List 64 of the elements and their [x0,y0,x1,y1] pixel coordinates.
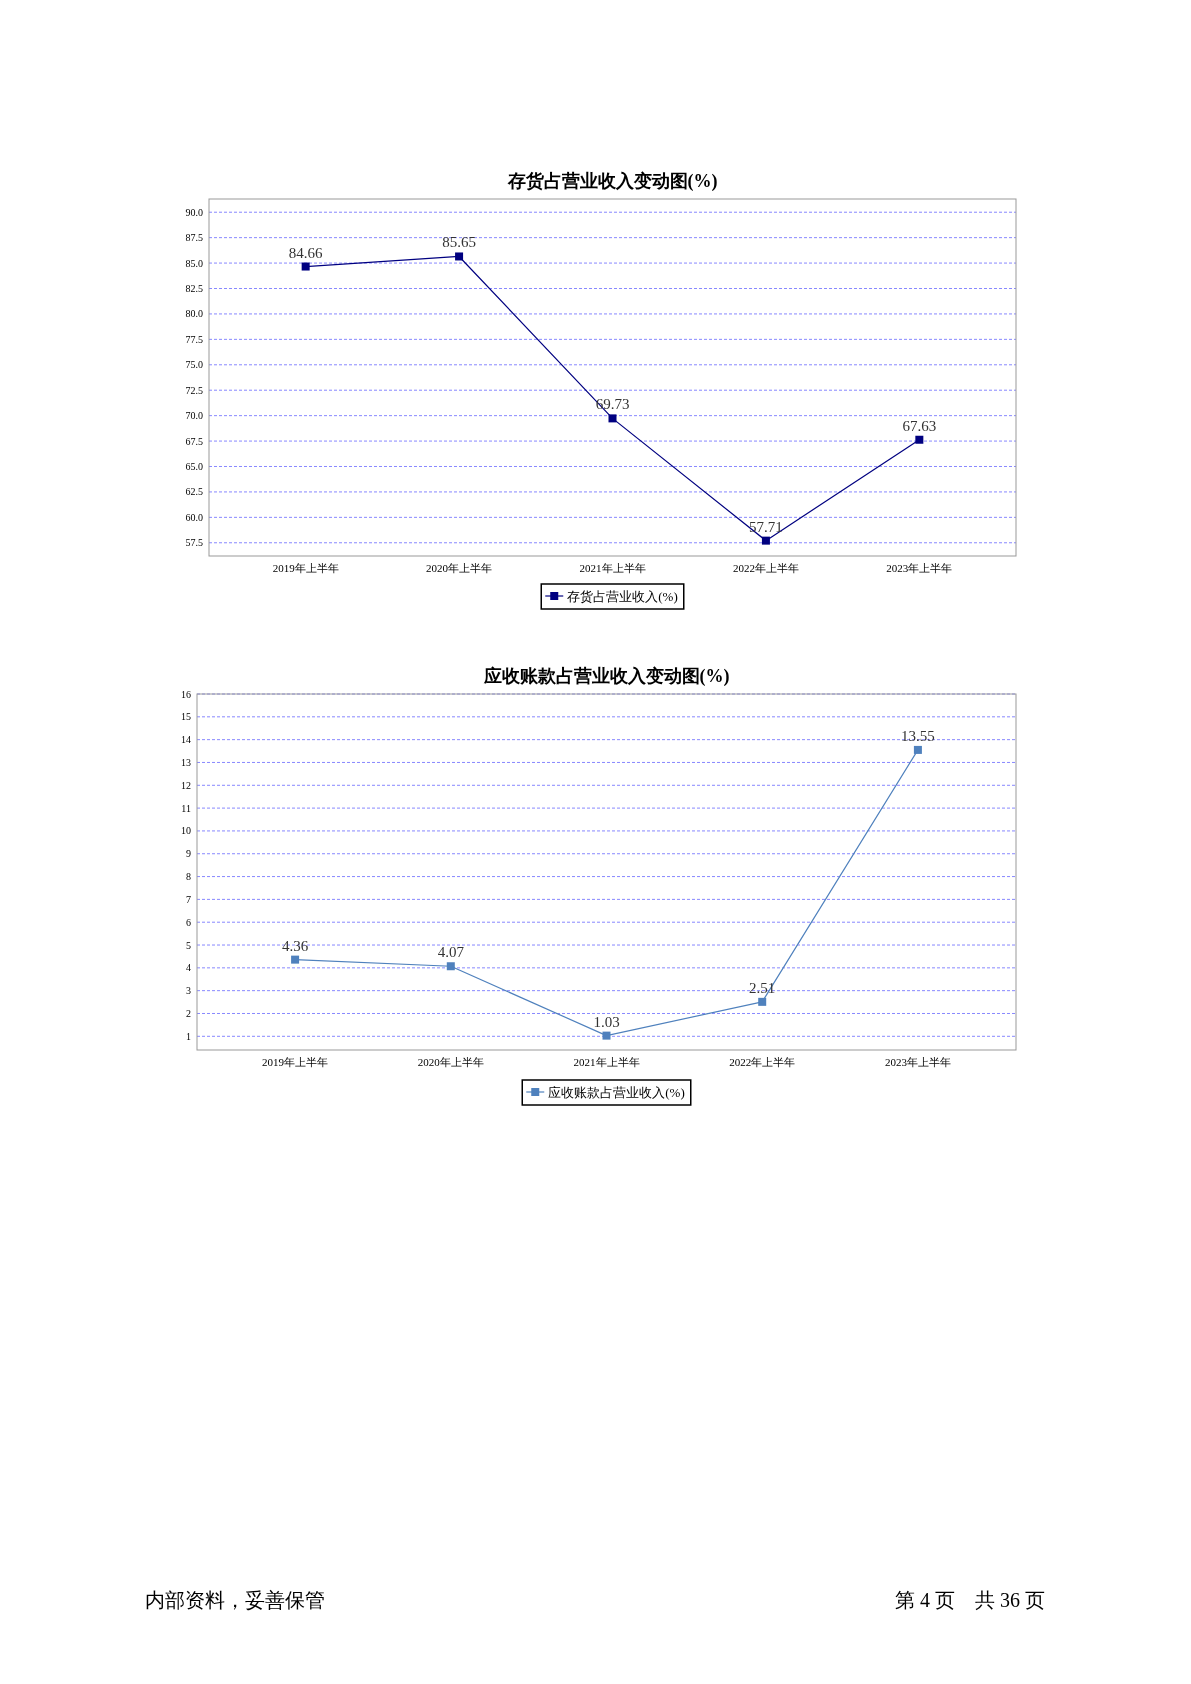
y-tick-label: 75.0 [185,359,203,371]
x-tick-label: 2019年上半年 [262,1056,329,1068]
x-tick-label: 2023年上半年 [886,562,953,574]
y-tick-label: 13 [181,756,191,768]
y-tick-label: 6 [186,916,191,928]
point [915,435,924,444]
y-tick-label: 72.5 [185,384,203,396]
x-tick-label: 2023年上半年 [884,1056,951,1068]
point [758,997,767,1006]
y-tick-label: 9 [186,848,191,860]
x-tick-label: 2020年上半年 [426,562,493,574]
data-label: 85.65 [442,234,476,251]
y-tick-label: 10 [181,825,191,837]
y-tick-label: 11 [181,802,191,814]
y-tick-label: 87.5 [185,232,203,244]
x-tick-label: 2021年上半年 [573,1056,640,1068]
point [608,414,617,423]
y-tick-label: 8 [186,871,191,883]
x-tick-label: 2022年上半年 [729,1056,796,1068]
point [301,262,310,271]
data-label: 57.71 [749,518,783,535]
y-tick-label: 67.5 [185,435,203,447]
chart-title: 存货占营业收入变动图(%) [506,171,718,192]
y-tick-label: 90.0 [185,206,203,218]
y-tick-label: 62.5 [185,486,203,498]
text: 内部资料，妥善保管 [145,1589,325,1611]
y-tick-label: 70.0 [185,410,203,422]
x-tick-label: 2021年上半年 [579,562,646,574]
legend-label: 应收账款占营业收入(%) [548,1085,685,1100]
text: 第 4 页 共 36 页 [895,1589,1045,1611]
y-tick-label: 16 [181,688,191,700]
data-label: 84.66 [288,244,324,261]
y-tick-label: 15 [181,711,191,723]
y-tick-label: 3 [186,985,191,997]
data-label: 4.07 [437,944,465,961]
x-tick-label: 2022年上半年 [732,562,799,574]
y-tick-label: 14 [181,734,191,746]
data-label: 67.63 [902,417,937,434]
y-tick-label: 82.5 [185,283,203,294]
point [291,955,300,964]
point [602,1031,611,1040]
y-tick-label: 60.0 [185,511,203,523]
x-tick-label: 2020年上半年 [417,1056,484,1068]
y-tick-label: 57.5 [185,537,203,549]
point [455,252,464,261]
y-tick-label: 5 [186,939,191,951]
y-tick-label: 77.5 [185,333,203,345]
y-tick-label: 12 [181,779,191,791]
data-label: 13.55 [901,727,935,744]
y-tick-label: 7 [186,893,191,905]
y-tick-label: 2 [186,1007,191,1019]
x-tick-label: 2019年上半年 [272,562,339,574]
point [446,962,455,971]
y-tick-label: 4 [186,962,191,974]
y-tick-label: 85.0 [185,257,203,269]
data-label: 1.03 [593,1013,620,1030]
y-tick-label: 80.0 [185,308,203,320]
point [761,536,770,545]
y-tick-label: 65.0 [185,461,203,472]
legend-label: 存货占营业收入(%) [567,589,678,604]
chart-title: 应收账款占营业收入变动图(%) [482,666,730,687]
point [913,745,922,754]
data-label: 4.36 [281,937,309,954]
y-tick-label: 1 [186,1030,191,1042]
